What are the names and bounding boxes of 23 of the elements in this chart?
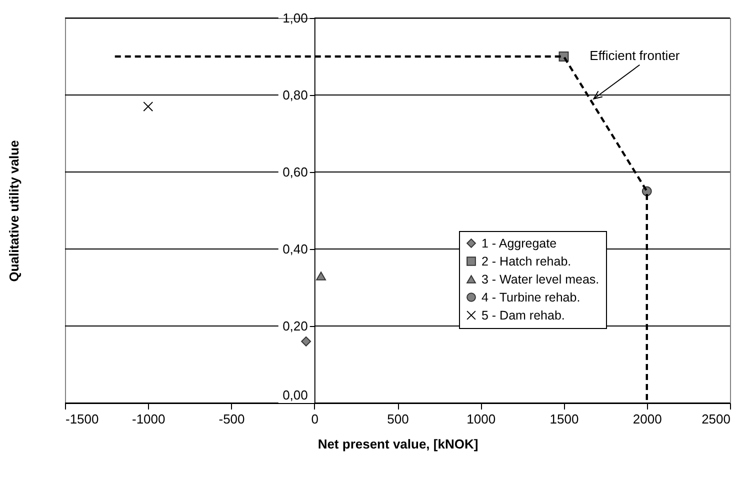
legend-label: 5 - Dam rehab.: [482, 308, 565, 322]
x-tick-label: -1000: [132, 412, 166, 426]
legend-label: 3 - Water level meas.: [482, 272, 600, 286]
y-axis-title: Qualitative utility value: [6, 140, 22, 282]
legend-label: 4 - Turbine rehab.: [482, 290, 580, 304]
x-tick-label: 500: [387, 412, 409, 426]
y-tick-label: 0,20: [282, 318, 308, 334]
x-tick-label: -1500: [66, 412, 99, 426]
y-tick-label: 0,80: [282, 88, 308, 102]
x-axis-title: Net present value, [kNOK]: [318, 436, 478, 452]
x-tick-label: 1000: [466, 412, 496, 426]
y-tick-label: 0,40: [282, 242, 308, 256]
x-tick-label: 0: [311, 412, 318, 426]
legend-label: 2 - Hatch rehab.: [482, 254, 572, 268]
x-tick-label: 2500: [702, 412, 730, 426]
legend-label: 1 - Aggregate: [482, 236, 557, 250]
y-tick-label: 1,00: [282, 10, 308, 26]
y-tick-label: 0,60: [282, 164, 308, 180]
y-tick-label: 0,00: [282, 388, 308, 402]
x-tick-label: -500: [218, 412, 245, 426]
x-tick-label: 2000: [632, 412, 662, 426]
annotation: Efficient frontier: [590, 48, 680, 63]
x-tick-label: 1500: [550, 412, 579, 426]
